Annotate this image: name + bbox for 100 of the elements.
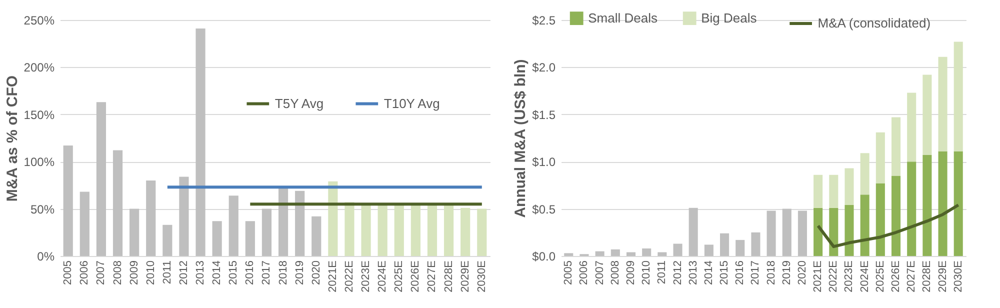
x-tick-label: 2016 <box>244 260 256 285</box>
bar <box>954 151 963 256</box>
bar <box>642 248 652 256</box>
x-tick-label: 2013 <box>194 260 207 285</box>
x-tick-label: 2020 <box>796 260 808 285</box>
bar <box>344 202 354 256</box>
x-tick-label: 2008 <box>112 260 124 285</box>
bar <box>860 153 870 195</box>
x-tick-label: 2025E <box>393 260 406 292</box>
y-tick-label: 50% <box>30 202 55 216</box>
bar <box>595 251 604 256</box>
bar <box>361 204 371 256</box>
x-tick-label: 2010 <box>640 260 653 285</box>
x-tick-label: 2024E <box>376 260 389 292</box>
bar <box>907 92 916 162</box>
bar <box>829 208 838 256</box>
x-tick-label: 2008 <box>609 260 622 285</box>
bar <box>410 204 420 256</box>
x-tick-label: 2015 <box>718 260 731 285</box>
y-tick-label: $2.0 <box>532 60 556 75</box>
x-tick-label: 2014 <box>702 260 715 285</box>
legend-label: M&A (consolidated) <box>818 16 931 31</box>
bar <box>844 205 854 256</box>
x-tick-label: 2022E <box>828 260 840 292</box>
x-tick-label: 2013 <box>687 260 700 285</box>
y-tick-label: $0.0 <box>532 250 556 264</box>
bar <box>860 194 870 256</box>
bar <box>112 150 123 256</box>
x-tick-label: 2007 <box>594 260 606 285</box>
x-tick-label: 2021E <box>812 260 824 292</box>
y-tick-label: 200% <box>24 60 55 75</box>
bar <box>876 183 885 256</box>
bar <box>658 252 667 256</box>
bar <box>477 208 487 256</box>
legend-label: Small Deals <box>588 10 658 26</box>
x-tick-label: 2005 <box>62 260 74 285</box>
x-tick-label: 2025E <box>874 260 886 292</box>
bar <box>751 232 760 256</box>
y-tick-label: $2.5 <box>532 14 556 28</box>
x-tick-label: 2006 <box>578 260 590 285</box>
bar <box>876 132 885 184</box>
bar <box>80 192 90 256</box>
bar <box>891 176 901 256</box>
bar <box>907 162 916 256</box>
bar <box>564 253 574 256</box>
y-tick-label: $1.0 <box>532 155 556 170</box>
bar <box>922 154 932 256</box>
bar <box>844 168 854 206</box>
bar <box>688 208 698 256</box>
x-tick-label: 2023E <box>843 260 856 292</box>
legend-label: T10Y Avg <box>384 96 440 111</box>
x-tick-label: 2012 <box>178 260 190 285</box>
bar <box>814 174 823 208</box>
bar <box>427 204 438 256</box>
x-tick-label: 2011 <box>656 260 668 284</box>
x-tick-label: 2018 <box>765 260 778 285</box>
bar <box>938 151 948 256</box>
x-tick-label: 2012 <box>672 260 684 285</box>
y-axis-title: Annual M&A (US$ bln) <box>512 59 530 218</box>
x-tick-label: 2030E <box>476 260 488 292</box>
x-tick-label: 2005 <box>562 260 575 285</box>
bar <box>829 174 838 208</box>
bar <box>212 221 222 256</box>
y-tick-label: $0.5 <box>532 202 556 216</box>
x-tick-label: 2021E <box>326 260 339 292</box>
x-tick-label: 2028E <box>921 260 934 292</box>
x-tick-label: 2007 <box>95 260 108 285</box>
x-tick-label: 2027E <box>906 260 918 292</box>
bar <box>262 208 272 256</box>
bar <box>782 208 792 256</box>
bar <box>610 249 620 256</box>
x-tick-label: 2028E <box>442 260 455 292</box>
x-tick-label: 2026E <box>410 260 422 292</box>
bar <box>954 42 963 152</box>
x-tick-label: 2006 <box>78 260 91 285</box>
bar <box>63 146 73 256</box>
x-tick-label: 2010 <box>144 260 157 285</box>
y-tick-label: 100% <box>24 155 55 170</box>
x-tick-label: 2018 <box>277 260 290 285</box>
y-tick-label: 150% <box>24 108 55 122</box>
line-series <box>816 204 960 248</box>
x-tick-label: 2024E <box>858 260 871 292</box>
x-tick-label: 2015 <box>228 260 240 285</box>
x-tick-label: 2022E <box>343 260 356 292</box>
x-tick-label: 2009 <box>624 260 637 285</box>
bar <box>798 210 807 256</box>
x-tick-label: 2011 <box>161 260 174 284</box>
bar <box>766 210 776 256</box>
bar <box>162 224 172 256</box>
x-tick-label: 2017 <box>750 260 762 285</box>
x-tick-label: 2019 <box>294 260 306 285</box>
bar <box>891 117 901 176</box>
bar <box>736 240 745 256</box>
bar <box>179 176 189 256</box>
bar <box>312 216 322 256</box>
x-tick-label: 2030E <box>952 260 964 292</box>
bar <box>278 187 288 256</box>
x-tick-label: 2029E <box>459 260 472 292</box>
bar <box>704 244 714 256</box>
bar <box>460 208 470 256</box>
